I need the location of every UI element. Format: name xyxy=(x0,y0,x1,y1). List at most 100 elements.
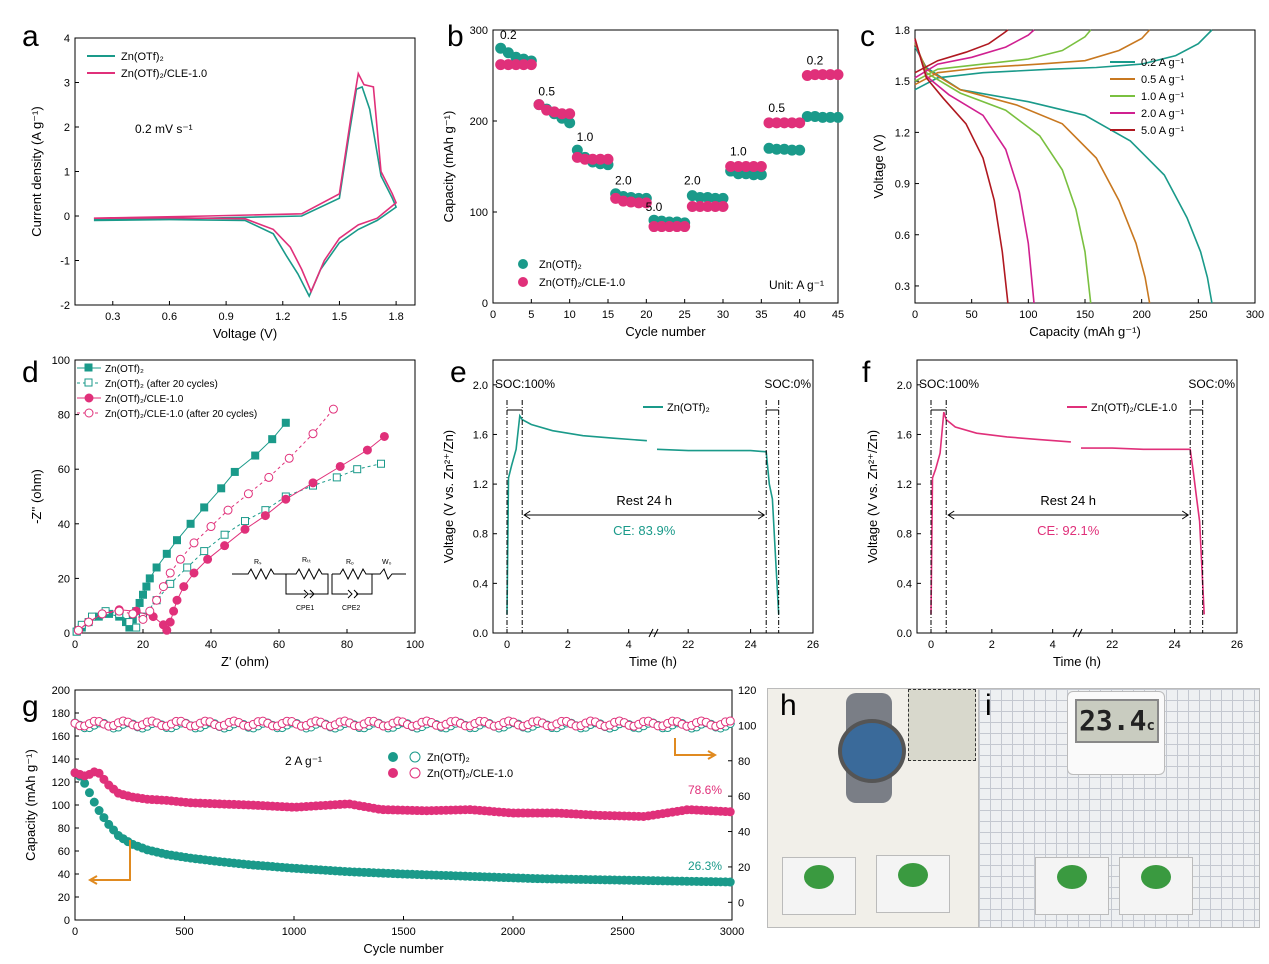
panel-b-rate-label: 1.0 xyxy=(730,145,747,159)
panel-c-xlabel: Capacity (mAh g⁻¹) xyxy=(1029,324,1141,339)
panel-c-xtick-label: 250 xyxy=(1189,309,1207,321)
panel-c-discharge-2 xyxy=(914,43,1151,304)
panel-d-point xyxy=(189,568,199,578)
panel-d-point xyxy=(353,465,362,474)
panel-letter-h: h xyxy=(780,689,797,722)
panel-c-xtick-label: 50 xyxy=(966,309,978,321)
panel-d-point xyxy=(203,554,213,564)
panel-g-ytick-label: 180 xyxy=(52,708,70,720)
panel-d-point xyxy=(138,614,148,624)
panel-letter-g: g xyxy=(22,690,39,723)
panel-g-rate: 2 A g⁻¹ xyxy=(285,754,322,768)
panel-b-rate-label: 0.2 xyxy=(500,28,517,42)
panel-g-xtick-label: 2000 xyxy=(501,926,525,938)
tree-logo-4 xyxy=(1141,865,1171,889)
panel-d-point xyxy=(73,625,83,635)
panel-d-point xyxy=(152,563,161,572)
panel-a-legend-label: Zn(OTf)₂ xyxy=(121,51,164,63)
panel-e-xtick-label: 22 xyxy=(682,639,694,651)
panel-e-xtick-label: 4 xyxy=(626,639,632,651)
panel-b-rate-label: 0.5 xyxy=(768,101,785,115)
panel-d-point xyxy=(241,517,249,526)
panel-d-point xyxy=(332,473,341,482)
panel-c-ytick-label: 0.9 xyxy=(895,179,910,191)
panel-c-discharge-4 xyxy=(914,39,1035,304)
panel-g-xtick-label: 3000 xyxy=(720,926,744,938)
inset-photo xyxy=(908,689,976,761)
panel-f-xtick-label: 2 xyxy=(989,639,995,651)
panel-g-point-s1 xyxy=(109,825,119,835)
panel-f-ytick-label: 1.6 xyxy=(897,429,912,441)
panel-b-ytick-label: 0 xyxy=(482,298,488,310)
panel-d-legend-label: Zn(OTf)₂/CLE-1.0 (after 20 cycles) xyxy=(105,409,257,420)
panel-g-left-arrow xyxy=(87,840,131,885)
panel-d-ytick-label: 60 xyxy=(58,464,70,476)
panel-g-xlabel: Cycle number xyxy=(363,941,444,956)
photo-panel-i: i 23.4c xyxy=(978,688,1260,928)
panel-d-legend-marker xyxy=(84,408,94,418)
panel-g-right-arrow xyxy=(674,738,718,760)
panel-g-right-ytick-label: 60 xyxy=(738,791,750,803)
panel-d-series-line-4 xyxy=(78,408,334,631)
panel-g-point-s1 xyxy=(104,819,114,829)
panel-f-rest-arrow xyxy=(947,510,1190,520)
panel-d-point xyxy=(251,451,260,460)
panel-d-point xyxy=(172,595,182,605)
panel-b-unit: Unit: A g⁻¹ xyxy=(769,278,824,292)
panel-d-point xyxy=(142,582,151,591)
panel-c-legend-label: 0.2 A g⁻¹ xyxy=(1141,57,1184,69)
panel-b-xtick-label: 25 xyxy=(679,309,691,321)
panel-b-point-s2 xyxy=(525,59,537,71)
panel-f-rest-label: Rest 24 h xyxy=(1040,493,1096,508)
panel-b-xtick-label: 35 xyxy=(755,309,767,321)
panel-letter-d: d xyxy=(22,356,39,389)
panel-g-ytick-label: 20 xyxy=(58,892,70,904)
panel-c-discharge-5 xyxy=(914,38,1009,304)
panel-d-point xyxy=(183,563,192,572)
panel-d-point xyxy=(139,590,147,599)
panel-g-xtick-label: 500 xyxy=(175,926,193,938)
panel-g-legend-hollow xyxy=(409,751,421,763)
panel-a-ytick-label: -1 xyxy=(60,256,70,268)
panel-b-rate-label: 0.2 xyxy=(807,54,824,68)
panel-d-point xyxy=(135,598,144,607)
panel-d-circuit-label: CPE1 xyxy=(296,605,314,612)
panel-a-legend-label: Zn(OTf)₂/CLE-1.0 xyxy=(121,68,207,80)
panel-b-xtick-label: 5 xyxy=(528,309,534,321)
panel-e-xtick-label: 2 xyxy=(565,639,571,651)
panel-g-legend-label: Zn(OTf)₂ xyxy=(427,752,470,764)
panel-b-point-s2 xyxy=(640,197,652,209)
panel-g-ytick-label: 60 xyxy=(58,846,70,858)
panel-e-ytick-label: 0.8 xyxy=(473,529,488,541)
panel-d-point xyxy=(377,459,385,468)
panel-b-xtick-label: 20 xyxy=(640,309,652,321)
panel-f-ce-label: CE: 92.1% xyxy=(1037,523,1100,538)
panel-d-circuit xyxy=(232,567,406,595)
panel-f-curve-part1 xyxy=(930,411,1071,615)
panel-a-xtick-label: 1.5 xyxy=(332,311,347,323)
panel-b-xtick-label: 30 xyxy=(717,309,729,321)
panel-d-point xyxy=(206,522,216,532)
panel-d-point xyxy=(179,582,189,592)
panel-d-point xyxy=(260,511,270,521)
panel-d-point xyxy=(145,574,154,583)
panel-e-soc-empty: SOC:0% xyxy=(764,377,811,391)
panel-f-ytick-label: 0.4 xyxy=(897,578,912,590)
panel-g-ytick-label: 80 xyxy=(58,823,70,835)
panel-d-point xyxy=(125,618,134,627)
panel-g-ylabel: Capacity (mAh g⁻¹) xyxy=(23,749,38,861)
panel-b-point-s2 xyxy=(533,99,545,111)
panel-d-point xyxy=(145,606,155,616)
panel-a-xlabel: Voltage (V) xyxy=(213,326,277,341)
panel-e-soc-full: SOC:100% xyxy=(495,377,555,391)
panel-b-point-s1 xyxy=(832,111,844,123)
panel-c-xtick-label: 100 xyxy=(1019,309,1037,321)
panel-g-legend-filled xyxy=(388,768,398,778)
tree-logo-1 xyxy=(804,865,834,889)
panel-d-point xyxy=(268,435,277,444)
panel-g-ytick-label: 100 xyxy=(52,800,70,812)
panel-d-point xyxy=(264,472,274,482)
panel-c-charge-1 xyxy=(914,29,1213,91)
panel-letter-b: b xyxy=(447,20,464,53)
